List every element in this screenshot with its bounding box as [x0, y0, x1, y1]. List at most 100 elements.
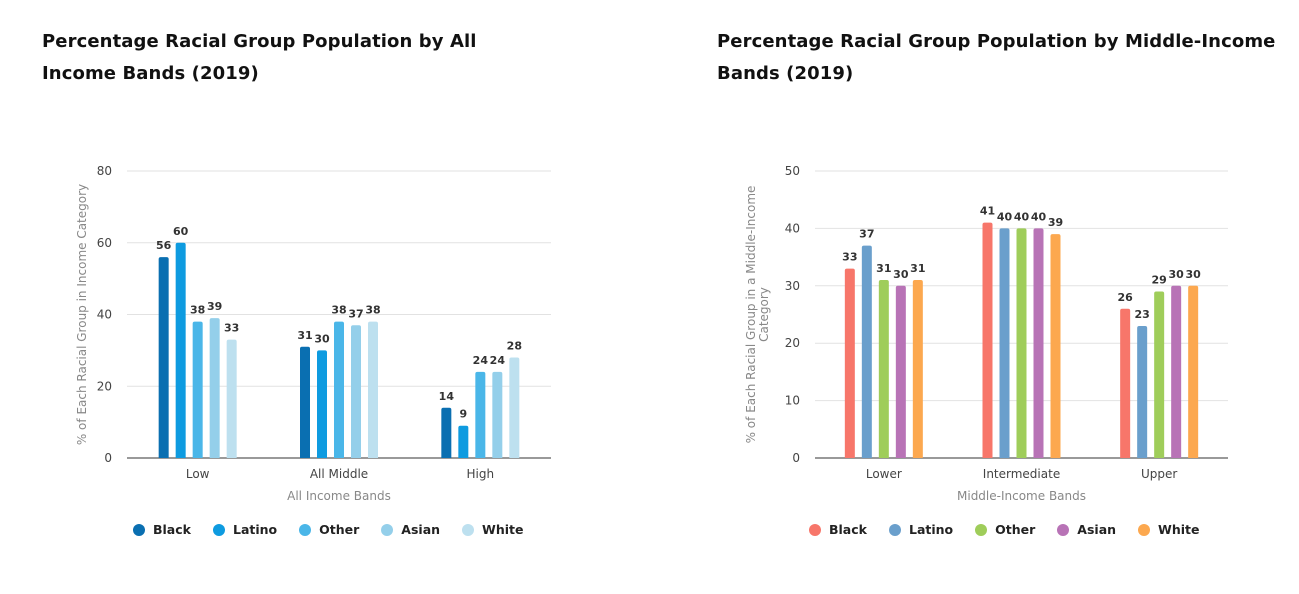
- bar: [844, 268, 855, 458]
- bar: [1050, 234, 1061, 458]
- legend-item: Black: [133, 522, 191, 537]
- y-tick-label: 30: [785, 279, 800, 293]
- bar: [441, 407, 452, 458]
- legend-item: Asian: [381, 522, 440, 537]
- data-label: 30: [1169, 268, 1185, 281]
- y-tick-label: 40: [785, 221, 800, 235]
- legend-label: White: [482, 522, 524, 537]
- data-label: 37: [348, 307, 363, 320]
- legend-item: White: [462, 522, 523, 537]
- data-label: 40: [1031, 210, 1047, 223]
- legend-swatch: [381, 523, 394, 536]
- bar: [351, 325, 361, 458]
- data-label: 31: [876, 262, 891, 275]
- legend-label: White: [1158, 522, 1200, 537]
- legend-item: Asian: [1057, 522, 1116, 537]
- data-label: 14: [439, 390, 455, 403]
- legend-swatch: [1138, 523, 1151, 536]
- bar: [912, 280, 923, 458]
- data-label: 26: [1118, 291, 1134, 304]
- y-tick-label: 0: [792, 451, 800, 465]
- bar: [1033, 228, 1044, 458]
- bar: [861, 245, 872, 458]
- legend-item: Latino: [888, 522, 953, 537]
- bar: [492, 371, 503, 458]
- data-label: 30: [1186, 268, 1202, 281]
- bar-chart-all-income: 0 20 40 60 80 % of Each Racial Group in Incom…: [75, 164, 551, 503]
- bar: [1137, 325, 1148, 458]
- x-tick-label: All Middle: [310, 467, 368, 481]
- data-label: 33: [842, 251, 857, 264]
- data-label: 56: [156, 239, 172, 252]
- bar: [982, 222, 993, 458]
- data-label: 30: [893, 268, 909, 281]
- y-tick-label: 60: [97, 236, 112, 250]
- chart-panel-all-income: Percentage Racial Group Population by Al…: [42, 31, 551, 537]
- bar: [209, 318, 220, 458]
- bar: [226, 339, 237, 458]
- bar: [1120, 308, 1131, 458]
- x-tick-label: Low: [186, 467, 210, 481]
- x-tick-label: Upper: [1141, 467, 1177, 481]
- legend-label: Other: [995, 522, 1036, 537]
- data-label: 28: [507, 340, 522, 353]
- legend-label: Asian: [401, 522, 441, 537]
- bar: [895, 285, 906, 458]
- data-label: 41: [980, 205, 995, 218]
- data-label: 33: [224, 322, 239, 335]
- bar: [334, 321, 344, 458]
- bar: [509, 357, 520, 458]
- data-label: 37: [859, 228, 874, 241]
- data-label: 39: [1048, 216, 1063, 229]
- legend-item: Other: [299, 522, 359, 537]
- data-label: 38: [331, 304, 346, 317]
- bar: [475, 371, 486, 458]
- bar-chart-middle-income: 0 10 20 30 40 50 % of Each Racial Group in a M…: [744, 164, 1228, 503]
- y-tick-label: 10: [785, 394, 800, 408]
- data-label: 40: [1014, 210, 1030, 223]
- y-axis-title: % of Each Racial Group in a Middle-Incom…: [744, 186, 771, 444]
- data-label: 30: [314, 332, 330, 345]
- data-label: 24: [473, 354, 489, 367]
- data-label: 40: [997, 210, 1013, 223]
- data-label: 38: [365, 304, 380, 317]
- legend-swatch: [809, 523, 821, 536]
- y-axis-title: % of Each Racial Group in Income Categor…: [75, 184, 89, 445]
- legend-label: Latino: [232, 522, 278, 537]
- legend-swatch: [462, 523, 475, 536]
- bar: [1016, 228, 1027, 458]
- data-label: 31: [297, 329, 312, 342]
- chart-title: Percentage Racial Group Population by Mi…: [717, 31, 1276, 84]
- bar: [368, 321, 378, 458]
- legend-label: Black: [153, 522, 191, 537]
- x-axis-title: Middle-Income Bands: [957, 489, 1086, 503]
- chart-panel-middle-income: Percentage Racial Group Population by Mi…: [675, 0, 1299, 594]
- bar: [192, 321, 203, 458]
- bar: [300, 346, 310, 458]
- legend-label: Other: [319, 522, 360, 537]
- bar: [1188, 285, 1199, 458]
- data-label: 24: [490, 354, 506, 367]
- bar: [158, 257, 169, 458]
- legend-item: Black: [809, 522, 867, 537]
- x-tick-label: High: [467, 467, 495, 481]
- legend-swatch: [975, 523, 988, 536]
- legend-swatch: [133, 523, 145, 536]
- data-label: 39: [207, 300, 222, 313]
- y-tick-label: 20: [785, 336, 800, 350]
- bar: [999, 228, 1010, 458]
- legend-label: Asian: [1077, 522, 1117, 537]
- legend-swatch: [1057, 523, 1070, 536]
- data-label: 29: [1152, 274, 1167, 287]
- x-tick-label: Intermediate: [983, 467, 1060, 481]
- data-label: 31: [910, 262, 925, 275]
- bar: [1171, 285, 1182, 458]
- legend: Black Latino Other Asian White: [809, 522, 1221, 537]
- bar: [317, 350, 327, 458]
- legend: Black Latino Other Asian White: [133, 522, 545, 537]
- bar: [878, 280, 889, 458]
- y-tick-label: 80: [97, 164, 112, 178]
- legend-label: Black: [829, 522, 867, 537]
- legend-item: Latino: [212, 522, 278, 537]
- x-axis-title: All Income Bands: [287, 489, 391, 503]
